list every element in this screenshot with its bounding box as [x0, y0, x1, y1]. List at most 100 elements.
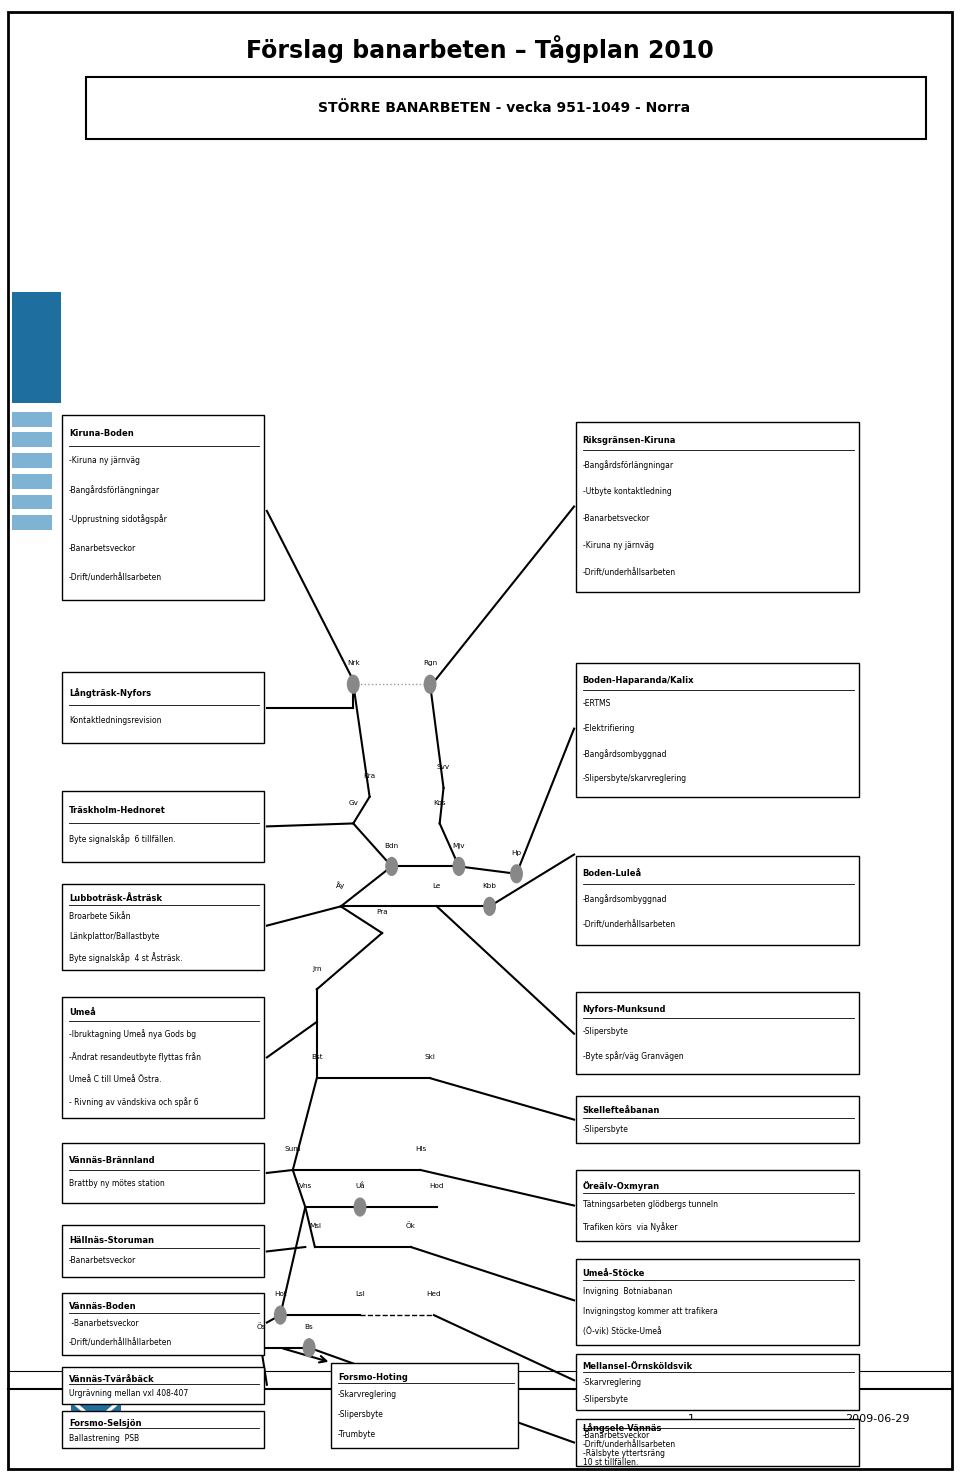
Text: -Banarbetsveckor: -Banarbetsveckor [69, 1256, 136, 1265]
Bar [62, 997, 264, 1118]
Text: Sum: Sum [285, 1146, 300, 1152]
Text: Jrn: Jrn [312, 966, 322, 972]
Text: Invigningstog kommer att trafikera: Invigningstog kommer att trafikera [583, 1306, 717, 1315]
Text: Gv: Gv [348, 800, 358, 806]
Text: Invigning  Botniabanan: Invigning Botniabanan [583, 1287, 672, 1296]
Text: Msl: Msl [309, 1223, 321, 1229]
Circle shape [275, 1306, 286, 1324]
Text: Ös: Ös [256, 1323, 266, 1330]
Text: -Slipersbyte: -Slipersbyte [338, 1410, 384, 1419]
Text: Långsele-Vännäs: Långsele-Vännäs [583, 1423, 662, 1434]
Text: -Bangårdsförlängningar: -Bangårdsförlängningar [69, 486, 160, 495]
Bar [12, 474, 52, 489]
Text: Forsmo-Hoting: Forsmo-Hoting [338, 1373, 408, 1382]
Text: Boden-Luleå: Boden-Luleå [583, 869, 642, 878]
Text: Öreälv-Oxmyran: Öreälv-Oxmyran [583, 1180, 660, 1191]
Text: Bst: Bst [311, 1054, 323, 1060]
Text: -Drift/underhållsarbeten: -Drift/underhållsarbeten [583, 569, 676, 578]
Circle shape [354, 1198, 366, 1216]
Text: Hls: Hls [415, 1146, 426, 1152]
Text: Vännäs-Brännland: Vännäs-Brännland [69, 1157, 156, 1166]
Text: -Drift/underhållhållarbeten: -Drift/underhållhållarbeten [69, 1339, 173, 1348]
Text: Broarbete Sikån: Broarbete Sikån [69, 912, 131, 921]
Text: Lsl: Lsl [355, 1291, 365, 1297]
Text: Umeå-Stöcke: Umeå-Stöcke [583, 1269, 645, 1278]
Text: -Byte spår/väg Granvägen: -Byte spår/väg Granvägen [583, 1052, 684, 1062]
Bar [331, 1363, 518, 1448]
Text: -Trumbyte: -Trumbyte [338, 1431, 376, 1440]
Circle shape [453, 857, 465, 875]
Text: -Banarbetsveckor: -Banarbetsveckor [583, 514, 650, 523]
Text: Kontaktledningsrevision: Kontaktledningsrevision [69, 715, 161, 724]
Bar [62, 1225, 264, 1277]
Text: Bdn: Bdn [385, 843, 398, 849]
Text: -Kiruna ny järnväg: -Kiruna ny järnväg [69, 456, 140, 465]
Bar [12, 515, 52, 530]
Text: Vännäs-Tväråbäck: Vännäs-Tväråbäck [69, 1374, 155, 1385]
Text: Mjv: Mjv [452, 843, 466, 849]
Text: Rgn: Rgn [423, 661, 437, 666]
Bar [576, 1419, 859, 1466]
Text: -Slipersbyte: -Slipersbyte [583, 1124, 629, 1134]
Bar [62, 1293, 264, 1355]
Text: Riksgränsen-Kiruna: Riksgränsen-Kiruna [583, 435, 676, 444]
Text: -ERTMS: -ERTMS [583, 699, 612, 708]
Text: Nyfors-Munksund: Nyfors-Munksund [583, 1004, 666, 1013]
Text: Lubboträsk-Åsträsk: Lubboträsk-Åsträsk [69, 895, 162, 903]
Bar [576, 992, 859, 1074]
Text: Mellansel-Örnsköldsvik: Mellansel-Örnsköldsvik [583, 1363, 693, 1371]
Text: - Rivning av vändskiva och spår 6: - Rivning av vändskiva och spår 6 [69, 1097, 199, 1108]
Bar [62, 1367, 264, 1404]
Circle shape [511, 865, 522, 883]
Circle shape [424, 675, 436, 693]
Text: -Kiruna ny järnväg: -Kiruna ny järnväg [583, 541, 654, 549]
Circle shape [303, 1339, 315, 1357]
Text: Hed: Hed [426, 1291, 442, 1297]
Bar [576, 1170, 859, 1241]
Bar [12, 495, 52, 509]
Text: -Bangårdsförlängningar: -Bangårdsförlängningar [583, 461, 674, 469]
Bar [576, 1259, 859, 1345]
Text: Pra: Pra [376, 909, 388, 915]
Text: -Banarbetsveckor: -Banarbetsveckor [69, 1320, 139, 1328]
Text: -Drift/underhållsarbeten: -Drift/underhållsarbeten [69, 573, 162, 582]
Bar [576, 856, 859, 945]
Circle shape [386, 857, 397, 875]
Text: Kra: Kra [364, 773, 375, 779]
Text: -Skarvreglering: -Skarvreglering [583, 1377, 642, 1386]
Text: Tätningsarbeten glödbergs tunneln: Tätningsarbeten glödbergs tunneln [583, 1200, 718, 1208]
Bar [62, 672, 264, 743]
Text: -Rälsbyte yttertsräng: -Rälsbyte yttertsräng [583, 1450, 664, 1459]
Text: Umeå C till Umeå Östra.: Umeå C till Umeå Östra. [69, 1075, 161, 1084]
Bar [576, 663, 859, 797]
Text: -Banarbetsveckor: -Banarbetsveckor [69, 544, 136, 552]
Text: Vännäs-Boden: Vännäs-Boden [69, 1302, 136, 1311]
Text: STÖRRE BANARBETEN - vecka 951-1049 - Norra: STÖRRE BANARBETEN - vecka 951-1049 - Nor… [318, 101, 690, 116]
Bar [62, 415, 264, 600]
Text: Vns: Vns [299, 1183, 312, 1189]
Bar [86, 77, 926, 139]
Text: Divison Leverans: Divison Leverans [691, 1398, 780, 1407]
Text: -Slipersbyte: -Slipersbyte [583, 1026, 629, 1035]
Text: -Ändrat resandeutbyte flyttas från: -Ändrat resandeutbyte flyttas från [69, 1052, 202, 1062]
Bar [576, 422, 859, 592]
Circle shape [484, 897, 495, 915]
Text: Ballastrening  PSB: Ballastrening PSB [69, 1434, 139, 1442]
Text: Nrk: Nrk [347, 661, 360, 666]
Text: Kos: Kos [433, 800, 446, 806]
Text: Umeå: Umeå [69, 1009, 96, 1017]
Text: Förslag banarbeten – Tågplan 2010: Förslag banarbeten – Tågplan 2010 [246, 36, 714, 62]
Text: 2009-06-29: 2009-06-29 [845, 1414, 909, 1423]
Bar [12, 292, 61, 403]
Text: Uå: Uå [355, 1182, 365, 1189]
Text: -Skarvreglering: -Skarvreglering [338, 1391, 397, 1400]
Text: -Ibruktagning Umeå nya Gods bg: -Ibruktagning Umeå nya Gods bg [69, 1029, 196, 1038]
Text: Kbb: Kbb [483, 883, 496, 889]
Circle shape [348, 675, 359, 693]
Text: Urgrävning mellan vxl 408-407: Urgrävning mellan vxl 408-407 [69, 1389, 188, 1398]
Text: -Upprustning sidotågspår: -Upprustning sidotågspår [69, 514, 167, 524]
Text: Träskholm-Hednoret: Träskholm-Hednoret [69, 806, 166, 816]
Text: Brattby ny mötes station: Brattby ny mötes station [69, 1179, 165, 1188]
Text: -Slipersbyte: -Slipersbyte [583, 1395, 629, 1404]
Text: Skellefteåbanan: Skellefteåbanan [583, 1106, 660, 1115]
